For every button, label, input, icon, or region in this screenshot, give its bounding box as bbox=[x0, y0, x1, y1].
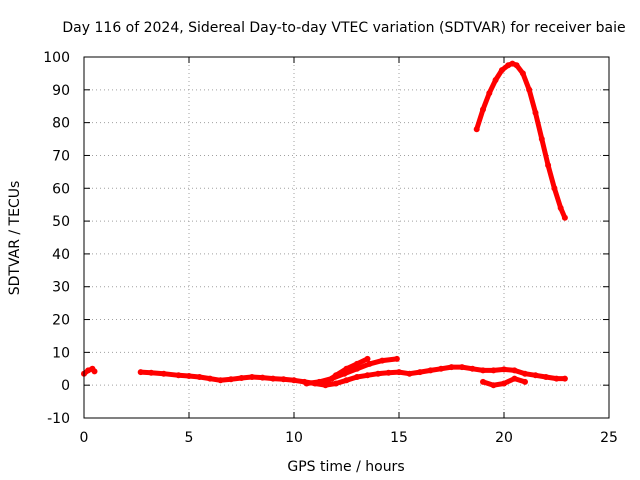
plot-frame bbox=[83, 56, 610, 419]
data-point bbox=[513, 62, 520, 69]
y-tick-label: 10 bbox=[52, 345, 70, 361]
series-excursion-c bbox=[480, 375, 528, 389]
x-tick-label: 25 bbox=[600, 430, 618, 446]
data-point bbox=[532, 372, 539, 379]
data-point bbox=[207, 375, 213, 382]
data-point bbox=[196, 374, 203, 380]
data-point bbox=[448, 364, 455, 371]
data-point bbox=[343, 365, 350, 372]
data-point bbox=[459, 364, 465, 371]
data-point bbox=[217, 377, 224, 384]
data-point bbox=[366, 360, 373, 367]
data-point bbox=[557, 205, 564, 211]
x-tick-label: 10 bbox=[285, 430, 303, 446]
data-point bbox=[259, 374, 266, 381]
data-point bbox=[438, 365, 444, 372]
y-tick-label: 30 bbox=[52, 280, 70, 296]
y-tick-label: -10 bbox=[47, 411, 70, 427]
data-point bbox=[354, 374, 360, 380]
data-point bbox=[406, 370, 413, 377]
data-point bbox=[522, 370, 528, 377]
data-point bbox=[238, 375, 245, 381]
y-tick-label: 90 bbox=[52, 83, 70, 99]
data-point bbox=[160, 370, 167, 377]
grid-lines bbox=[84, 57, 609, 418]
data-point bbox=[480, 367, 486, 374]
x-tick-label: 15 bbox=[390, 430, 408, 446]
data-point bbox=[526, 86, 533, 93]
data-point bbox=[490, 382, 497, 389]
x-tick-label: 5 bbox=[185, 430, 194, 446]
axis-ticks: 0 5 10 15 20 25 -10 0 10 20 30 40 50 60 70 80 90 100 bbox=[43, 50, 618, 446]
data-point bbox=[379, 357, 386, 364]
series-excursion-b bbox=[322, 355, 371, 386]
data-point bbox=[249, 374, 255, 380]
data-point bbox=[148, 369, 155, 376]
data-point bbox=[561, 375, 568, 382]
data-point bbox=[498, 67, 505, 74]
data-point bbox=[343, 377, 350, 384]
data-point bbox=[480, 378, 486, 385]
data-point bbox=[538, 136, 545, 142]
data-point bbox=[228, 376, 234, 383]
data-point bbox=[175, 372, 182, 379]
y-tick-label: 0 bbox=[61, 378, 70, 394]
data-point bbox=[280, 376, 287, 383]
data-point bbox=[480, 106, 486, 113]
y-axis-label: SDTVAR / TECUs bbox=[7, 181, 23, 296]
series-early bbox=[81, 365, 98, 377]
data-point bbox=[486, 90, 493, 97]
data-point bbox=[492, 77, 499, 83]
y-tick-label: 40 bbox=[52, 247, 70, 263]
data-point bbox=[490, 367, 497, 374]
data-point bbox=[543, 374, 549, 380]
y-tick-label: 60 bbox=[52, 181, 70, 197]
y-tick-label: 50 bbox=[52, 214, 70, 230]
data-point bbox=[473, 126, 480, 133]
y-tick-label: 80 bbox=[52, 116, 70, 132]
data-point bbox=[364, 355, 371, 362]
data-point bbox=[270, 375, 276, 382]
data-point bbox=[545, 162, 552, 169]
y-tick-label: 70 bbox=[52, 148, 70, 164]
data-point bbox=[322, 379, 329, 386]
data-point bbox=[511, 367, 518, 374]
data-point bbox=[561, 214, 568, 221]
data-point bbox=[519, 70, 526, 77]
data-point bbox=[427, 367, 434, 374]
x-tick-label: 0 bbox=[80, 430, 89, 446]
data-point bbox=[333, 380, 339, 387]
data-point bbox=[501, 366, 507, 373]
data-point bbox=[137, 369, 144, 376]
data-points bbox=[81, 60, 568, 389]
data-point bbox=[417, 369, 423, 376]
data-point bbox=[501, 380, 507, 387]
data-point bbox=[553, 375, 560, 382]
data-point bbox=[511, 375, 518, 382]
data-point bbox=[364, 372, 371, 379]
data-point bbox=[393, 355, 400, 362]
data-point bbox=[375, 370, 381, 377]
data-point bbox=[333, 372, 339, 379]
data-point bbox=[396, 369, 402, 376]
x-axis-label: GPS time / hours bbox=[287, 459, 404, 475]
data-point bbox=[291, 377, 297, 384]
data-point bbox=[354, 360, 360, 367]
series-peak bbox=[473, 60, 568, 221]
data-point bbox=[316, 378, 323, 385]
data-point bbox=[522, 378, 528, 385]
data-point bbox=[303, 380, 310, 387]
data-point bbox=[385, 369, 392, 376]
data-point bbox=[532, 109, 539, 116]
y-tick-label: 20 bbox=[52, 313, 70, 329]
data-point bbox=[186, 373, 192, 379]
data-point bbox=[551, 185, 558, 192]
data-point bbox=[469, 365, 476, 372]
series-trace bbox=[474, 61, 568, 221]
y-tick-label: 100 bbox=[43, 50, 70, 66]
data-point bbox=[91, 368, 98, 375]
chart-title: Day 116 of 2024, Sidereal Day-to-day VTE… bbox=[62, 20, 625, 36]
x-tick-label: 20 bbox=[495, 430, 513, 446]
